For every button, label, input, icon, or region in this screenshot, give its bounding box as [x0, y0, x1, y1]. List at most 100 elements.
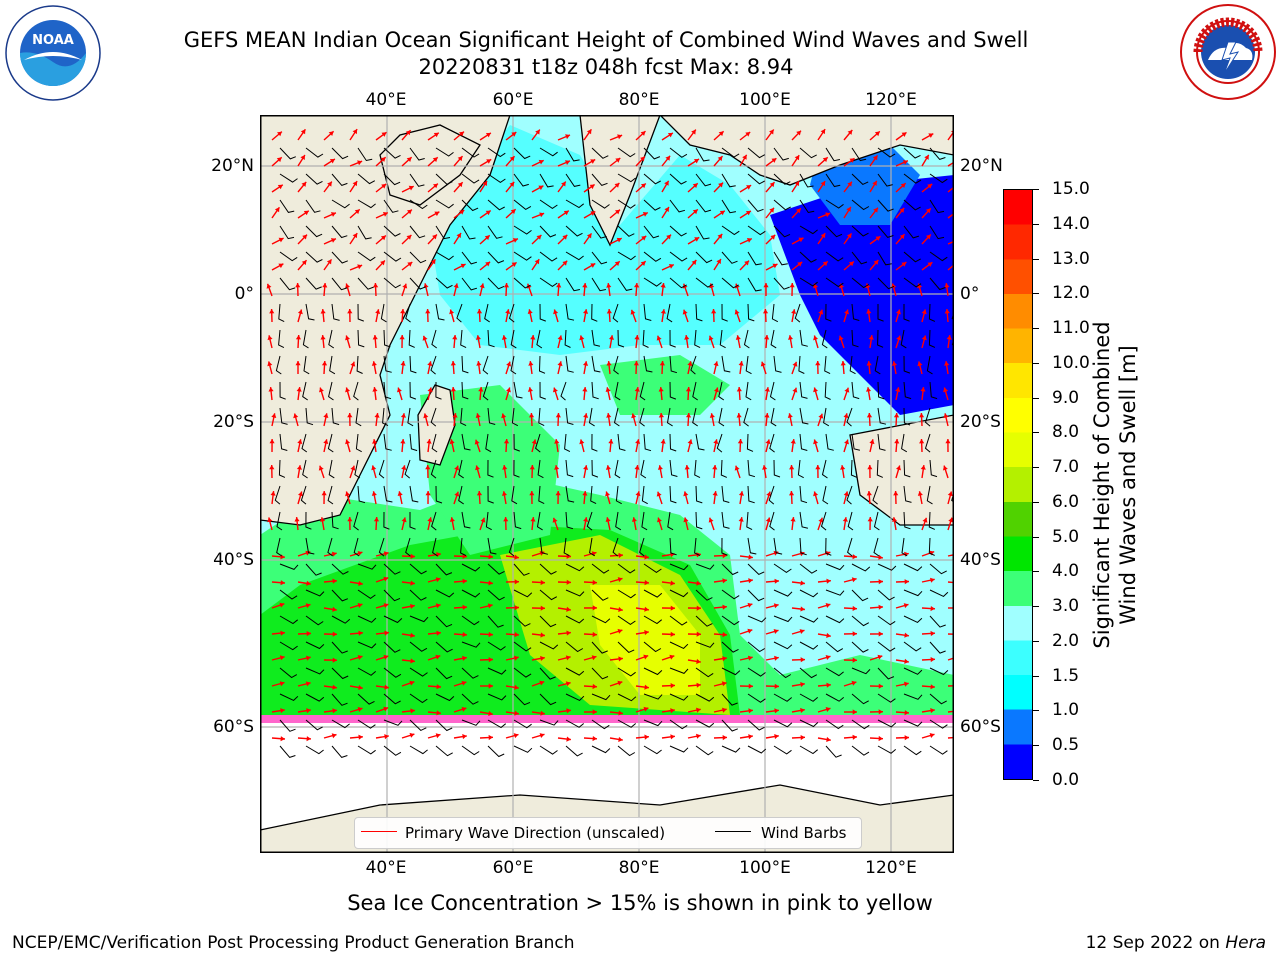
- colorbar-tick-mark: [1033, 328, 1039, 330]
- wind-barb: [903, 667, 923, 675]
- wave-arrowhead: [763, 283, 769, 288]
- wave-arrowhead: [826, 736, 831, 742]
- wave-arrowhead: [738, 361, 744, 366]
- wave-arrowhead: [590, 263, 596, 268]
- wind-barb: [383, 615, 403, 624]
- wave-arrowhead: [277, 184, 283, 190]
- colorbar-tick-mark: [1033, 467, 1039, 469]
- wind-barb: [824, 355, 831, 375]
- wind-barb: [487, 225, 503, 239]
- wave-arrowhead: [381, 183, 387, 189]
- wind-barb: [305, 303, 315, 321]
- wave-arrowhead: [947, 491, 953, 497]
- wind-barb: [565, 745, 583, 757]
- wave-arrowhead: [384, 630, 389, 636]
- wave-arrowhead: [904, 632, 909, 638]
- wind-barb: [591, 641, 608, 654]
- wind-barb: [564, 329, 571, 348]
- wind-barb: [405, 303, 411, 323]
- wind-barb: [331, 641, 348, 654]
- wind-barb: [302, 459, 308, 479]
- wind-barb: [278, 303, 285, 323]
- wave-arrowhead: [583, 309, 589, 314]
- wind-barb: [331, 277, 348, 291]
- wind-barb: [666, 303, 673, 323]
- wave-arrowhead: [279, 602, 285, 608]
- wind-barb: [643, 251, 662, 262]
- colorbar-tick-mark: [1033, 189, 1039, 190]
- wind-barb: [461, 381, 469, 400]
- wind-barb: [305, 147, 324, 158]
- wind-barb: [383, 355, 392, 373]
- wave-arrowhead: [640, 156, 645, 162]
- wind-barb: [851, 173, 869, 185]
- wind-barb: [378, 537, 385, 557]
- wind-barb: [851, 693, 869, 705]
- wave-arrowhead: [789, 465, 795, 470]
- wave-arrowhead: [476, 361, 482, 366]
- wind-barb: [825, 693, 845, 702]
- wind-barb: [482, 355, 489, 375]
- wave-arrowhead: [372, 335, 378, 340]
- wave-arrowhead: [371, 361, 377, 366]
- wind-barb: [435, 277, 453, 289]
- wind-barb: [278, 459, 286, 478]
- wind-barb: [331, 563, 349, 575]
- wind-barb: [747, 537, 757, 555]
- wave-arrowhead: [847, 181, 852, 187]
- wind-barb: [591, 173, 608, 186]
- wave-arrowhead: [773, 550, 779, 556]
- wave-arrowhead: [514, 632, 519, 638]
- wave-arrowhead: [374, 413, 380, 418]
- wave-arrowhead: [540, 579, 545, 586]
- wind-barb: [799, 381, 808, 399]
- wave-arrowhead: [822, 157, 828, 163]
- wave-arrowhead: [347, 309, 353, 314]
- wind-barb: [773, 667, 792, 679]
- wave-arrowhead: [746, 185, 752, 190]
- wave-arrowhead: [425, 309, 431, 314]
- wave-arrowhead: [838, 335, 844, 341]
- wave-arrowhead: [944, 361, 950, 366]
- colorbar-tick-label: 4.0: [1052, 561, 1080, 582]
- colorbar-tick-label: 15.0: [1052, 179, 1090, 199]
- wind-barb: [721, 147, 740, 158]
- wave-arrowhead: [331, 551, 337, 557]
- wind-barb: [926, 485, 933, 505]
- wave-arrowhead: [899, 207, 905, 213]
- wave-arrowhead: [534, 259, 540, 265]
- wave-arrowhead: [332, 708, 337, 714]
- wave-arrowhead: [765, 439, 771, 445]
- wind-barb: [692, 381, 698, 401]
- wind-barb: [773, 745, 792, 755]
- wave-arrowhead: [760, 361, 766, 367]
- wave-arrowhead: [948, 517, 954, 523]
- wind-barb: [435, 381, 442, 400]
- wind-barb: [617, 615, 636, 626]
- wind-barb: [617, 277, 633, 291]
- wind-barb: [461, 615, 480, 626]
- wind-barb: [408, 329, 415, 348]
- wave-arrowhead: [764, 335, 770, 340]
- wave-arrowhead: [579, 335, 585, 341]
- wave-arrowhead: [773, 603, 779, 609]
- wind-barb: [643, 173, 661, 185]
- wave-arrowhead: [772, 263, 778, 269]
- wind-barb: [823, 407, 830, 427]
- wind-barb: [357, 303, 364, 322]
- wind-barb: [951, 336, 954, 347]
- wind-barb: [305, 589, 325, 597]
- wind-barb: [305, 199, 321, 213]
- wave-arrowhead: [946, 335, 952, 340]
- wave-arrowhead: [480, 517, 486, 523]
- wave-arrowhead: [357, 655, 363, 660]
- wind-barb: [435, 251, 454, 261]
- wave-arrowhead: [488, 734, 493, 741]
- wind-barb: [460, 407, 467, 427]
- wind-barb: [773, 173, 791, 185]
- wind-barb: [694, 329, 701, 349]
- wind-barb: [357, 251, 376, 262]
- wind-barb: [928, 511, 935, 530]
- wind-barb: [721, 563, 739, 576]
- wind-barb: [799, 225, 818, 235]
